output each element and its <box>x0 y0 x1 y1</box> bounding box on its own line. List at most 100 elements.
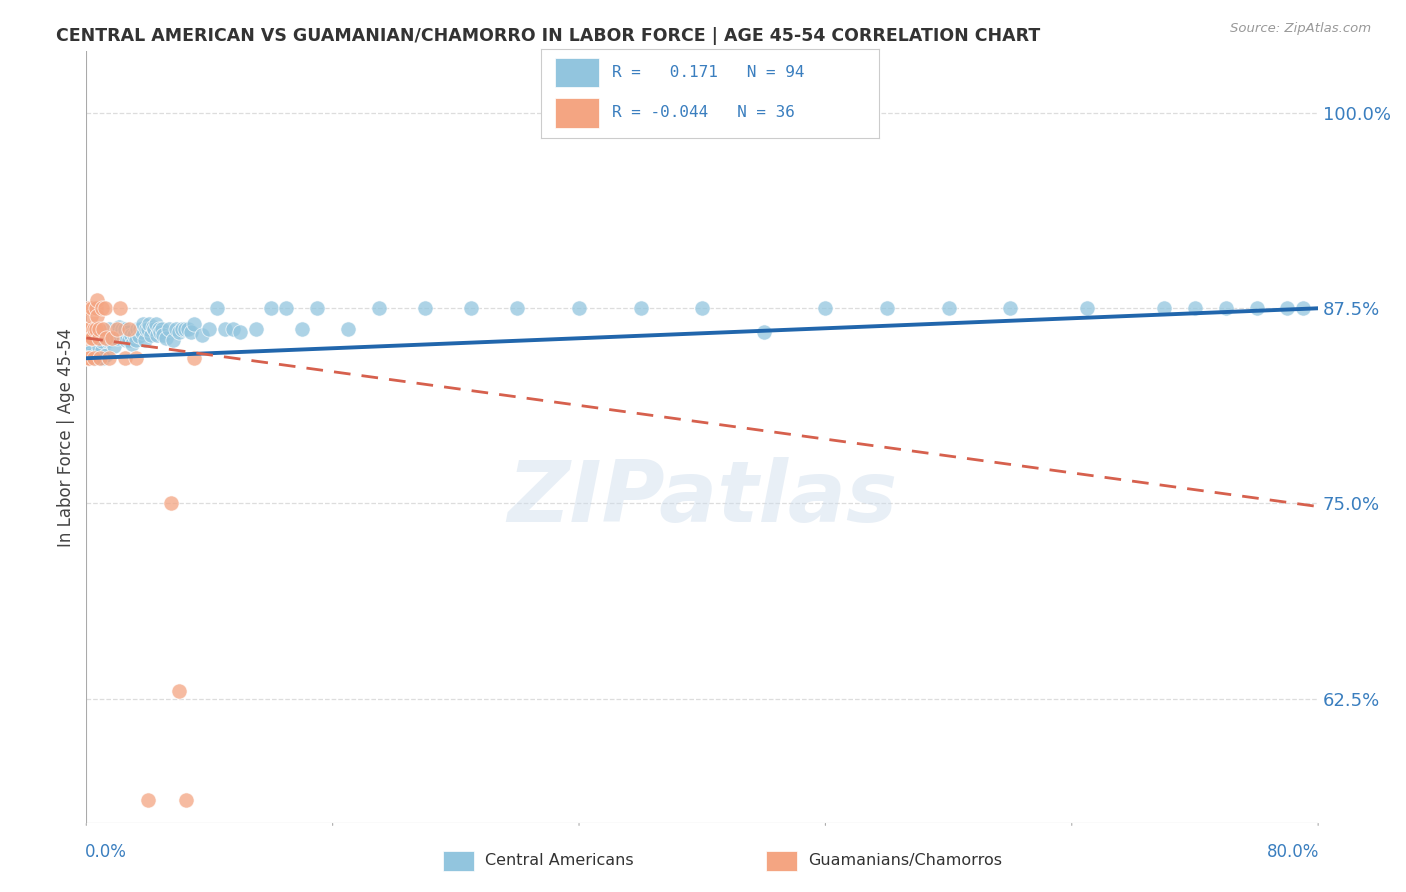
Point <box>152 327 174 342</box>
Point <box>98 321 121 335</box>
Point <box>183 351 205 366</box>
Point <box>229 325 252 339</box>
Point <box>79 301 101 316</box>
Point <box>127 321 149 335</box>
Point <box>367 301 389 316</box>
Point <box>100 331 122 345</box>
Point <box>79 351 101 366</box>
Bar <box>555 98 599 128</box>
Point <box>98 351 121 366</box>
Point <box>83 351 105 366</box>
Point <box>108 327 131 342</box>
Point <box>124 351 146 366</box>
Point <box>105 321 128 335</box>
Point <box>91 351 114 366</box>
Point <box>291 321 314 335</box>
Point <box>205 301 228 316</box>
Point <box>159 321 181 335</box>
Point <box>80 331 103 345</box>
Point <box>165 321 187 335</box>
Point <box>103 339 125 353</box>
Point <box>90 334 112 348</box>
Point <box>76 351 98 366</box>
Point <box>83 351 105 366</box>
Point <box>143 321 166 335</box>
Point <box>1277 301 1299 316</box>
Point <box>221 321 243 335</box>
Point <box>80 309 103 323</box>
Point <box>167 683 190 698</box>
Point <box>114 321 136 335</box>
Text: R =   0.171   N = 94: R = 0.171 N = 94 <box>612 65 804 79</box>
Text: CENTRAL AMERICAN VS GUAMANIAN/CHAMORRO IN LABOR FORCE | AGE 45-54 CORRELATION CH: CENTRAL AMERICAN VS GUAMANIAN/CHAMORRO I… <box>56 27 1040 45</box>
Point <box>96 331 118 345</box>
Point <box>82 343 104 358</box>
Point <box>1292 301 1315 316</box>
Text: R = -0.044   N = 36: R = -0.044 N = 36 <box>612 105 794 120</box>
Point <box>89 351 111 366</box>
Point <box>80 348 103 362</box>
Point <box>101 329 124 343</box>
Point <box>83 331 105 345</box>
Point <box>160 496 183 510</box>
Text: ZIPatlas: ZIPatlas <box>508 458 897 541</box>
Point <box>167 325 190 339</box>
Point <box>136 321 159 335</box>
Point <box>752 325 775 339</box>
Point <box>82 301 104 316</box>
Y-axis label: In Labor Force | Age 45-54: In Labor Force | Age 45-54 <box>58 327 75 547</box>
Point <box>112 329 135 343</box>
Text: Source: ZipAtlas.com: Source: ZipAtlas.com <box>1230 22 1371 36</box>
Point <box>86 309 108 323</box>
Point <box>145 317 167 331</box>
Bar <box>555 58 599 87</box>
Point <box>998 301 1021 316</box>
Point <box>86 293 108 308</box>
Point <box>506 301 529 316</box>
Point <box>76 321 98 335</box>
Point <box>107 320 129 334</box>
Point <box>337 321 360 335</box>
Point <box>121 337 143 351</box>
Point <box>90 343 112 358</box>
Point <box>101 331 124 345</box>
Point <box>1215 301 1237 316</box>
Point <box>108 301 131 316</box>
Point <box>76 351 98 366</box>
Point <box>135 321 157 335</box>
Point <box>180 325 202 339</box>
Point <box>75 351 97 366</box>
Point <box>1153 301 1175 316</box>
Point <box>876 301 898 316</box>
Point <box>118 321 141 335</box>
Point <box>104 327 127 342</box>
Point <box>1246 301 1268 316</box>
Point <box>128 329 150 343</box>
Point <box>138 317 160 331</box>
Point <box>176 793 198 807</box>
Point <box>148 321 170 335</box>
Point <box>132 317 155 331</box>
Point <box>149 325 172 339</box>
Point <box>94 301 117 316</box>
Point <box>814 301 837 316</box>
Point <box>84 321 107 335</box>
Point <box>91 321 114 335</box>
Point <box>118 333 141 347</box>
Point <box>87 340 110 354</box>
Point <box>307 301 329 316</box>
Point <box>98 333 121 347</box>
Point <box>141 320 163 334</box>
Point <box>134 333 156 347</box>
Point <box>87 321 110 335</box>
Point <box>690 301 713 316</box>
Point <box>136 793 159 807</box>
Point <box>97 334 120 348</box>
Point <box>117 325 139 339</box>
Point <box>191 327 214 342</box>
Point <box>115 333 138 347</box>
Point <box>150 321 173 335</box>
Point <box>122 327 145 342</box>
Point <box>630 301 652 316</box>
Point <box>129 321 152 335</box>
